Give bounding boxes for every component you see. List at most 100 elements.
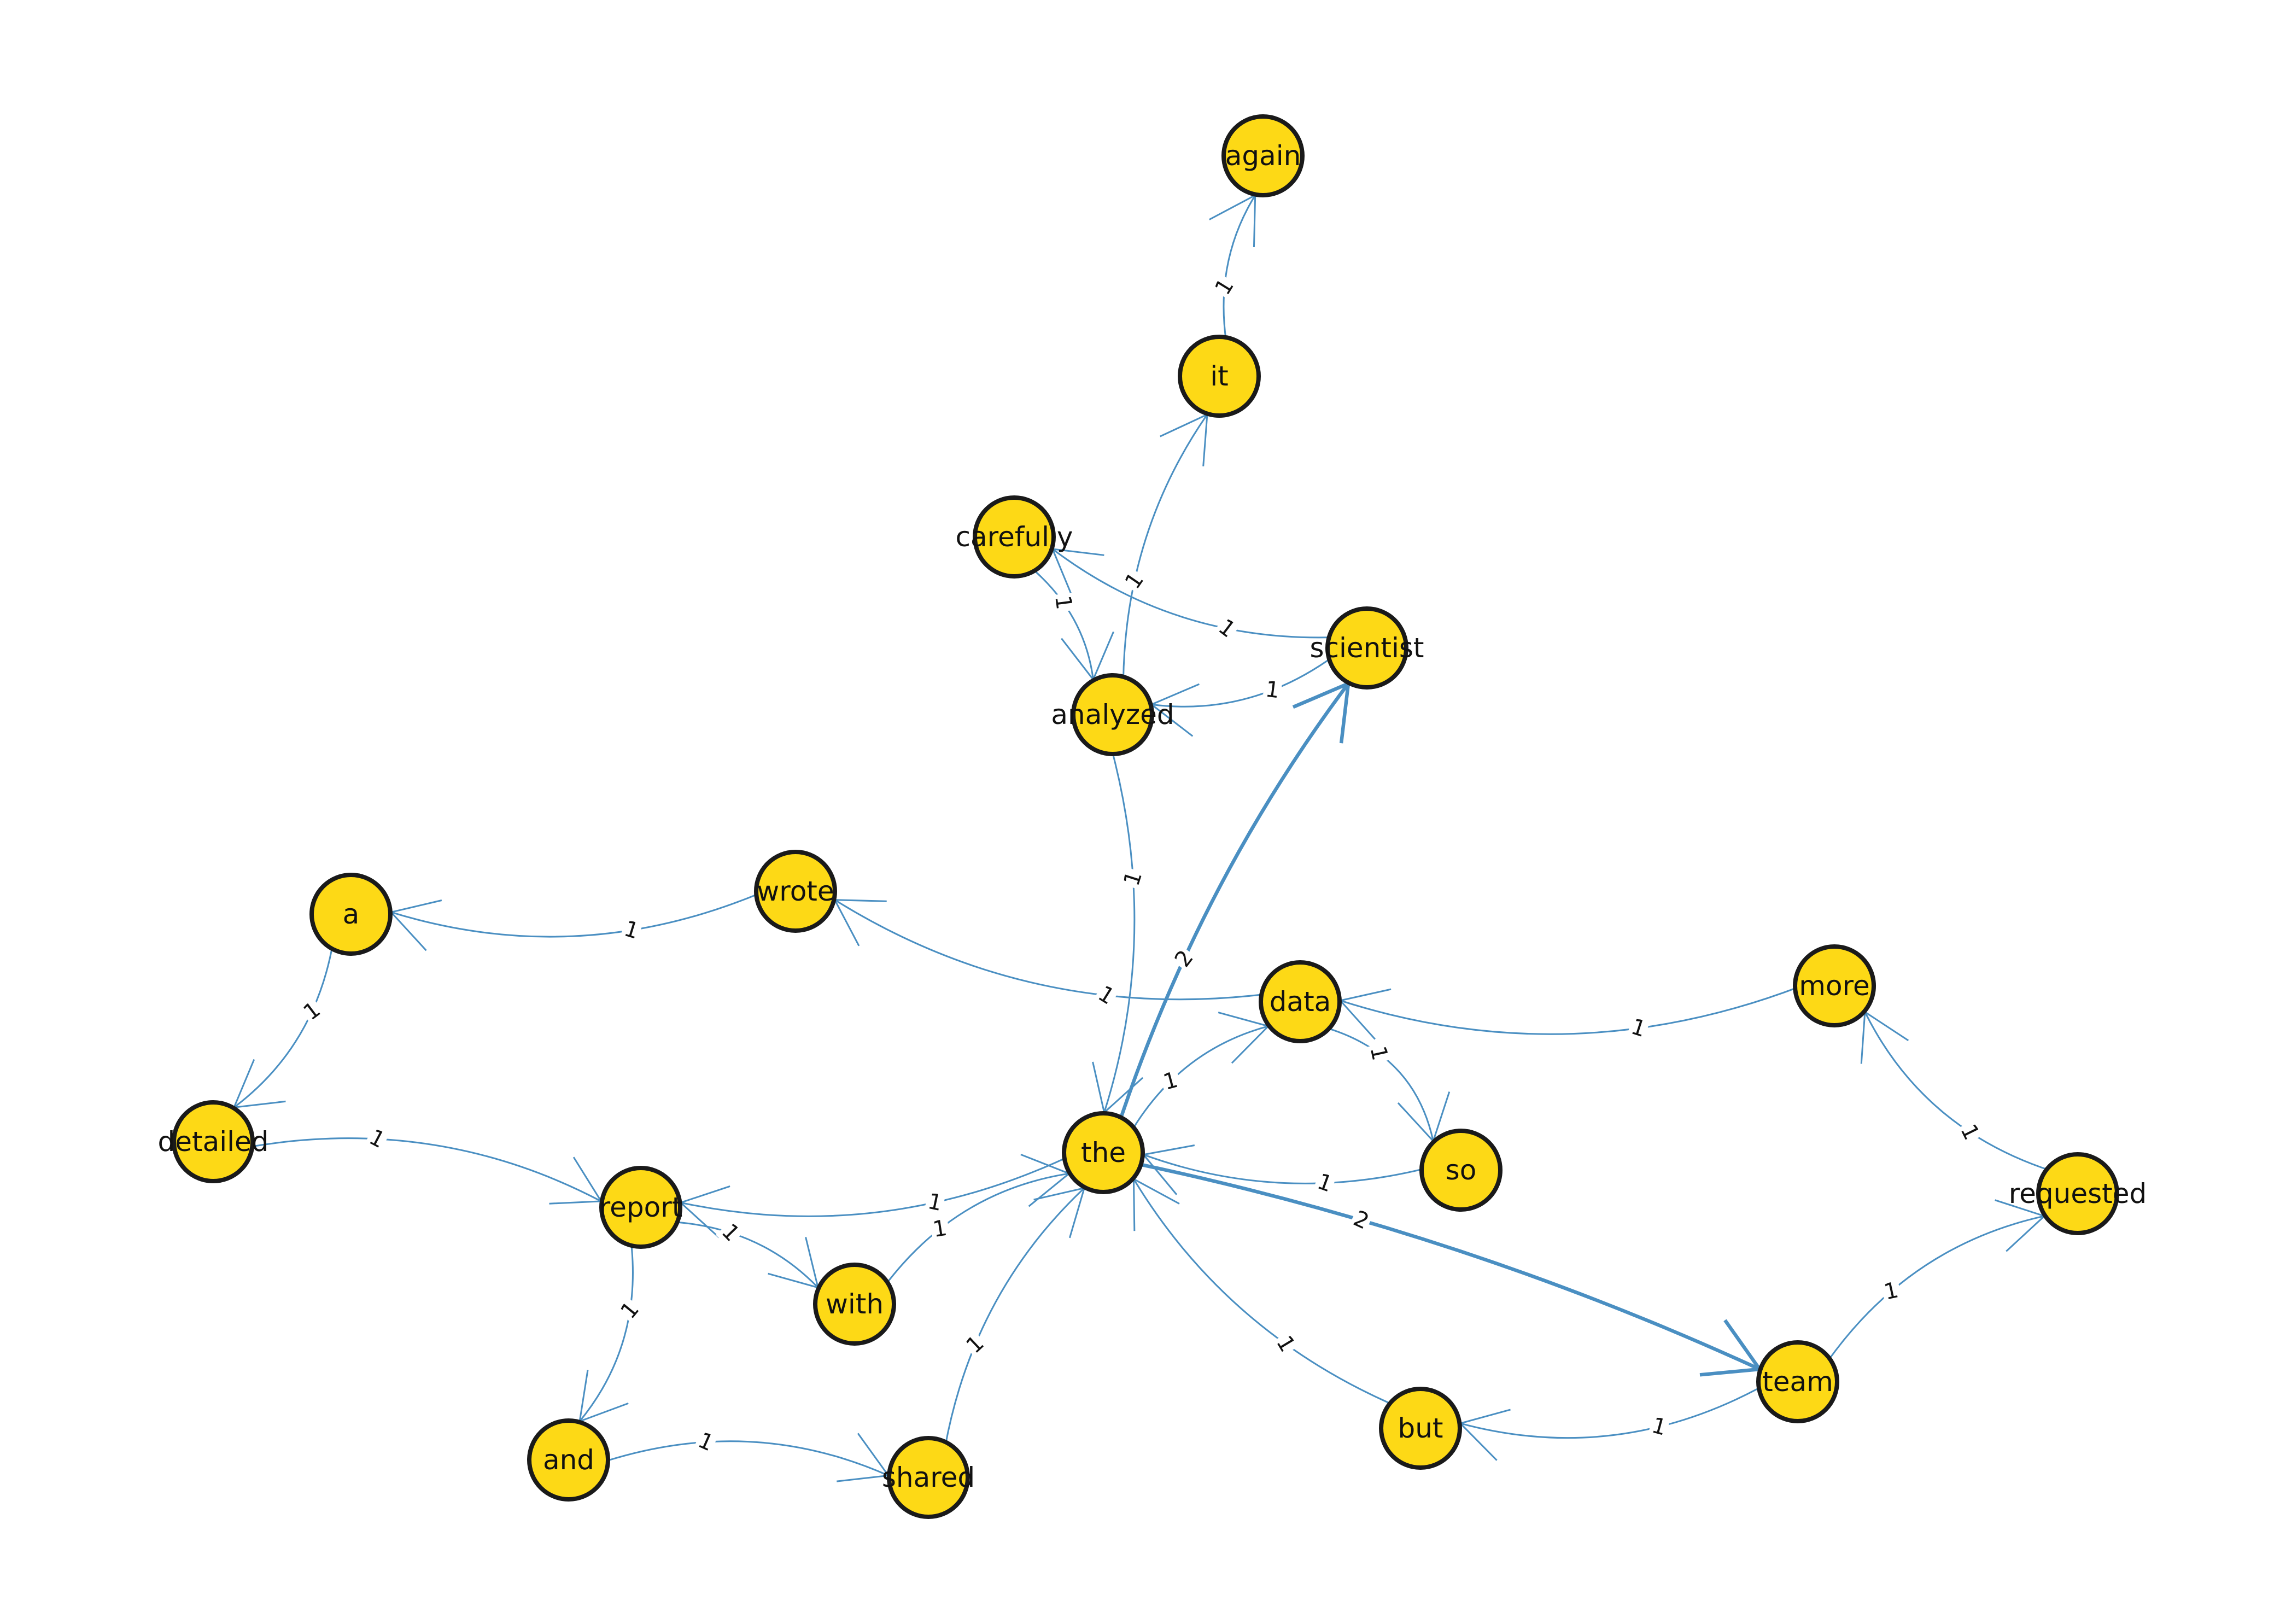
node-circle — [1221, 114, 1305, 197]
edge-label-bg — [1348, 1205, 1375, 1235]
arrowhead-report-and — [578, 1370, 629, 1423]
nodes-layer: again it carefully scientist analyzed a wrote d… — [157, 114, 2147, 1519]
arrowhead-with-the — [1020, 1153, 1071, 1207]
edge-label-bg — [923, 1189, 946, 1216]
node-label: team — [1762, 1366, 1833, 1398]
arrowhead-analyzed-the — [1092, 1061, 1144, 1114]
edges-layer — [232, 194, 2051, 1482]
edge-with-the — [884, 1172, 1069, 1287]
arrowhead-and-shared — [837, 1433, 890, 1482]
edge-label-bg — [1212, 614, 1241, 644]
node-scientist: scientist — [1309, 606, 1424, 690]
edge-detailed-report — [248, 1137, 602, 1202]
edge-carefully-analyzed — [1031, 567, 1094, 680]
node-label: wrote — [757, 875, 834, 907]
edge-a-detailed — [233, 944, 334, 1108]
edge-wrote-a — [390, 892, 761, 938]
node-label: it — [1210, 360, 1229, 392]
edge-label-bg — [960, 1330, 990, 1359]
node-label: a — [343, 898, 360, 930]
node-circle — [887, 1436, 970, 1519]
node-circle — [1793, 944, 1876, 1027]
node-carefully: carefully — [955, 495, 1073, 579]
node-label: data — [1270, 986, 1331, 1018]
edge-label-bg — [1647, 1412, 1671, 1441]
node-it: it — [1178, 335, 1261, 418]
node-team: team — [1756, 1340, 1839, 1423]
edge-analyzed-the — [1103, 750, 1136, 1113]
node-circle — [2036, 1152, 2119, 1235]
node-label: carefully — [955, 521, 1073, 553]
arrowhead-more-data — [1338, 988, 1392, 1040]
node-circle — [1419, 1129, 1503, 1212]
edge-label-bg — [1169, 944, 1200, 973]
edge-more-data — [1340, 986, 1799, 1035]
edge-label-bg — [1092, 980, 1120, 1010]
edge-label-bg — [615, 1296, 645, 1325]
edge-weight-label: 1 — [717, 1219, 745, 1246]
edge-weight-label: 1 — [621, 916, 642, 944]
edge-label-bg — [716, 1218, 746, 1248]
arrowhead-but-the — [1132, 1177, 1180, 1231]
node-a: a — [309, 873, 393, 956]
edge-label-bg — [619, 916, 644, 944]
edge-and-shared — [604, 1440, 889, 1476]
edge-label-bg — [297, 996, 326, 1026]
node-label: so — [1446, 1154, 1477, 1186]
edge-label-bg — [1955, 1119, 1985, 1146]
edge-label-bg — [1271, 1330, 1301, 1358]
node-label: and — [543, 1444, 594, 1476]
edge-label-bg — [1119, 566, 1150, 595]
node-report: report — [599, 1166, 682, 1249]
node-circle — [754, 850, 837, 933]
arrowhead-it-again — [1209, 194, 1256, 248]
edge-the-scientist — [1118, 682, 1350, 1122]
node-but: but — [1379, 1387, 1462, 1470]
edge-team-requested — [1826, 1215, 2045, 1363]
edge-report-with — [673, 1221, 819, 1288]
arrowhead-scientist-carefully — [1051, 548, 1104, 598]
edge-label-bg — [929, 1216, 951, 1242]
edge-it-again — [1223, 195, 1256, 342]
node-label: detailed — [157, 1126, 268, 1158]
edge-the-report — [680, 1156, 1069, 1217]
edge-weight-label: 1 — [1264, 677, 1281, 704]
arrowhead-wrote-a — [389, 899, 442, 951]
node-more: more — [1793, 944, 1876, 1027]
node-circle — [813, 1263, 896, 1346]
edge-weight-label: 1 — [1050, 594, 1077, 611]
edge-label-bg — [1312, 1169, 1337, 1197]
edge-label-bg — [1159, 1067, 1183, 1095]
edge-label-bg — [1365, 1042, 1393, 1065]
node-label: the — [1081, 1137, 1126, 1169]
edge-data-wrote — [834, 899, 1266, 1001]
arrowhead-analyzed-it — [1160, 413, 1208, 466]
edge-shared-the — [944, 1187, 1085, 1447]
edge-label-bg — [364, 1124, 390, 1154]
node-with: with — [813, 1263, 896, 1346]
node-requested: requested — [2009, 1152, 2147, 1235]
edge-but-the — [1133, 1178, 1394, 1406]
edge-the-data — [1131, 1025, 1269, 1132]
node-and: and — [527, 1418, 610, 1502]
edge-the-team — [1136, 1162, 1761, 1371]
arrowhead-carefully-analyzed — [1061, 631, 1114, 681]
node-label: shared — [882, 1462, 975, 1493]
node-circle — [309, 873, 393, 956]
node-label: again — [1225, 140, 1301, 172]
node-circle — [1756, 1340, 1839, 1423]
node-again: again — [1221, 114, 1305, 197]
node-label: but — [1398, 1412, 1443, 1444]
node-data: data — [1259, 960, 1342, 1043]
edge-so-the — [1143, 1154, 1426, 1184]
edge-label-bg — [1209, 273, 1240, 301]
node-label: more — [1799, 970, 1870, 1002]
node-label: with — [826, 1288, 884, 1320]
node-label: analyzed — [1051, 699, 1174, 731]
node-wrote: wrote — [754, 850, 837, 933]
node-circle — [172, 1100, 255, 1183]
edge-weight-label: 1 — [1649, 1413, 1669, 1441]
edge-label-bg — [1626, 1014, 1651, 1043]
